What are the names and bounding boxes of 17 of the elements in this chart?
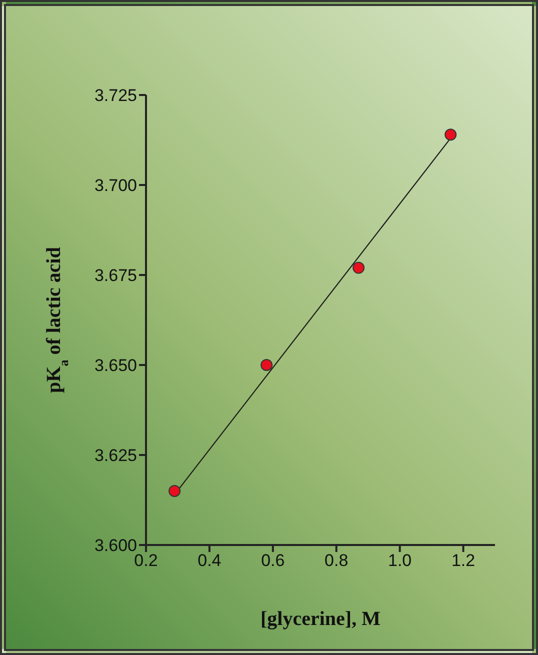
y-tick-label: 3.725	[94, 86, 137, 106]
x-axis-title: [glycerine], M	[260, 608, 381, 630]
x-tick-label: 0.8	[324, 551, 348, 570]
y-tick-label: 3.700	[94, 176, 137, 196]
point	[260, 359, 273, 371]
point	[444, 128, 457, 141]
x-tick-label: 0.2	[134, 551, 158, 570]
y-tick-label: 3.675	[94, 266, 137, 286]
point	[352, 262, 365, 274]
y-tick-label: 3.625	[94, 446, 137, 466]
point	[168, 485, 181, 497]
y-tick-label: 3.600	[94, 536, 137, 556]
x-tick-label: 0.6	[261, 551, 285, 570]
x-tick-label: 1.0	[388, 551, 412, 570]
y-tick-label: 3.650	[94, 356, 137, 376]
x-tick-label: 1.2	[451, 551, 476, 570]
x-tick-label: 0.4	[198, 551, 222, 570]
